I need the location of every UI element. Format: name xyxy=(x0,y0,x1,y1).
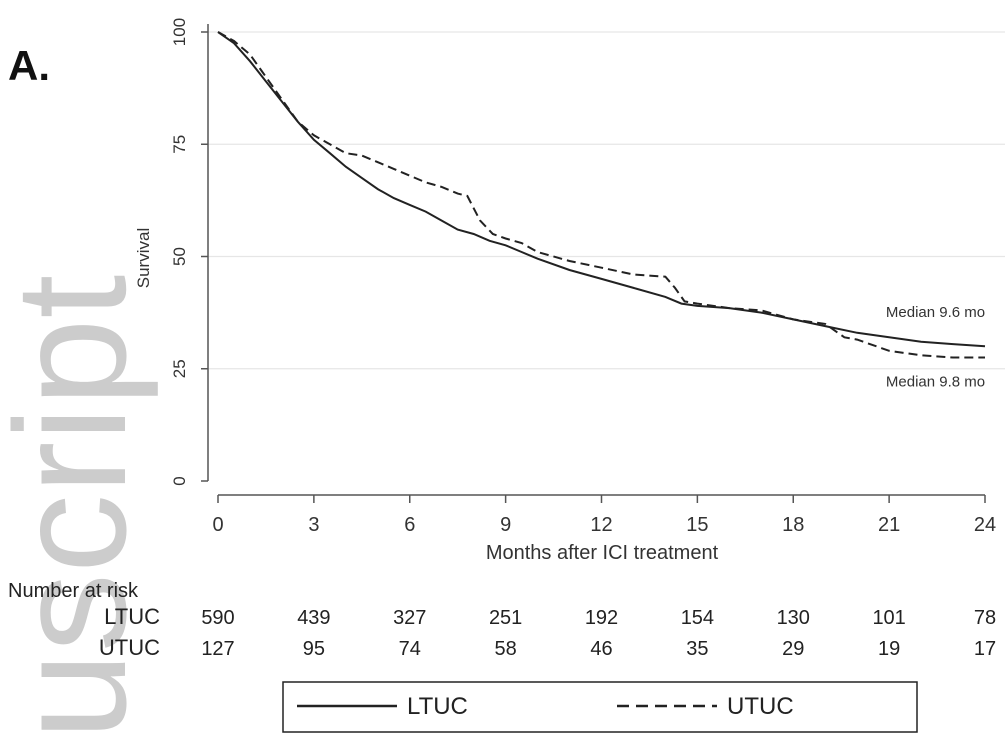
risk-cell: 95 xyxy=(303,638,325,660)
median-annotation: Median 9.6 mo xyxy=(886,304,985,321)
risk-cell: 439 xyxy=(297,607,330,629)
x-tick-label: 24 xyxy=(974,514,996,536)
y-tick-label: 50 xyxy=(170,247,189,266)
x-tick-label: 12 xyxy=(590,514,612,536)
axes: 0 25 50 75 100 0 3 6 9 12 15 18 21 24 xyxy=(170,18,996,536)
risk-cell: 327 xyxy=(393,607,426,629)
risk-cell: 74 xyxy=(399,638,421,660)
risk-cell: 35 xyxy=(686,638,708,660)
risk-cell: 590 xyxy=(201,607,234,629)
series-line-ltuc xyxy=(217,31,986,348)
median-annotations: Median 9.6 mo Median 9.8 mo xyxy=(886,304,985,391)
risk-cell: 19 xyxy=(878,638,900,660)
x-tick-label: 15 xyxy=(686,514,708,536)
risk-cell: 101 xyxy=(872,607,905,629)
y-tick-label: 100 xyxy=(170,18,189,46)
watermark-text: uscript xyxy=(0,275,159,740)
risk-cell: 58 xyxy=(495,638,517,660)
x-tick-label: 6 xyxy=(404,514,415,536)
series-line-utuc xyxy=(217,31,985,359)
legend-label-ltuc: LTUC xyxy=(407,693,468,720)
legend-label-utuc: UTUC xyxy=(727,693,794,720)
risk-row-label: LTUC xyxy=(104,604,160,629)
x-tick-label: 3 xyxy=(308,514,319,536)
y-tick-label: 25 xyxy=(170,359,189,378)
risk-table-heading: Number at risk xyxy=(8,580,139,602)
risk-cell: 29 xyxy=(782,638,804,660)
risk-cell: 17 xyxy=(974,638,996,660)
x-tick-label: 18 xyxy=(782,514,804,536)
risk-cell: 251 xyxy=(489,607,522,629)
series-lines xyxy=(217,31,986,359)
y-tick-label: 75 xyxy=(170,135,189,154)
risk-row-label: UTUC xyxy=(99,635,160,660)
risk-cell: 78 xyxy=(974,607,996,629)
legend: LTUC UTUC xyxy=(282,681,918,733)
x-axis-label: Months after ICI treatment xyxy=(486,542,719,564)
risk-cell: 192 xyxy=(585,607,618,629)
x-tick-label: 21 xyxy=(878,514,900,536)
y-axis-label: Survival xyxy=(134,228,153,288)
risk-table: LTUC 590 439 327 251 192 154 130 101 78 UTUC 127 95 7… xyxy=(99,604,996,660)
x-tick-label: 0 xyxy=(212,514,223,536)
median-annotation: Median 9.8 mo xyxy=(886,374,985,391)
risk-cell: 127 xyxy=(201,638,234,660)
x-tick-label: 9 xyxy=(500,514,511,536)
y-tick-label: 0 xyxy=(170,476,189,485)
risk-cell: 154 xyxy=(681,607,714,629)
panel-label: A. xyxy=(8,42,50,89)
risk-cell: 46 xyxy=(590,638,612,660)
risk-cell: 130 xyxy=(777,607,810,629)
gridlines xyxy=(208,31,1005,370)
